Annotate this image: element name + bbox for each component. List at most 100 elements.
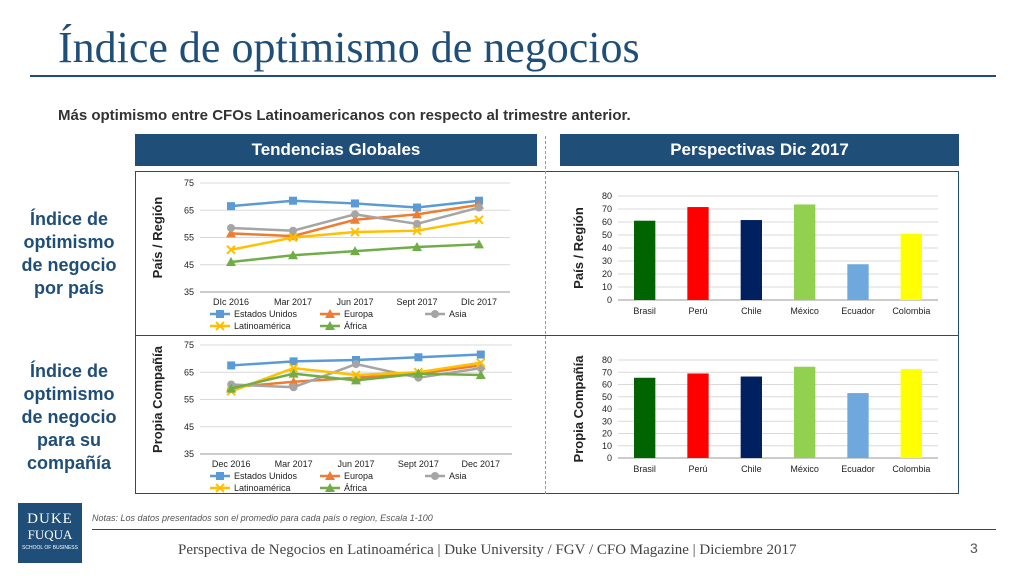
y-tick-label: 45 (184, 422, 194, 432)
y-axis-label: Propia Compañía (150, 345, 165, 453)
data-point (474, 215, 484, 225)
bar (687, 207, 709, 300)
bar (740, 376, 762, 458)
duke-fuqua-logo: DUKE FUQUA SCHOOL OF BUSINESS (18, 503, 82, 563)
page-title: Índice de optimismo de negocios (58, 23, 640, 72)
data-point (288, 376, 299, 386)
data-point (350, 246, 360, 256)
line-chart-country: País / Región 35 45 55 65 75 DIc 2016 Mar 2017 J… (150, 174, 540, 334)
legend-label: Latinoamérica (234, 321, 291, 331)
data-point (288, 368, 299, 378)
y-tick-label: 55 (184, 233, 194, 243)
data-point (289, 196, 297, 205)
bar (794, 366, 816, 458)
legend-marker (431, 472, 439, 480)
x-tick-label: Dec 2017 (462, 459, 501, 469)
legend-marker (215, 483, 225, 493)
legend-marker (216, 472, 224, 480)
legend-label: Estados Unidos (234, 471, 298, 481)
y-axis-label: País / Región (571, 207, 586, 289)
x-tick-label: Dec 2016 (212, 459, 251, 469)
y-tick-label: 75 (184, 340, 194, 350)
x-tick-label: Jun 2017 (336, 297, 373, 307)
bar (794, 204, 816, 300)
data-point (352, 360, 360, 369)
logo-line: DUKE (27, 511, 73, 527)
logo-line: SCHOOL OF BUSINESS (22, 545, 78, 551)
y-tick-label: 80 (602, 191, 612, 201)
x-tick-label: DIc 2016 (213, 297, 249, 307)
x-tick-label: México (790, 464, 819, 474)
bar (740, 220, 762, 300)
legend-label: Asia (449, 471, 467, 481)
legend-label: África (344, 321, 367, 331)
y-tick-label: 40 (602, 404, 612, 414)
bar (687, 373, 709, 458)
y-tick-label: 30 (602, 416, 612, 426)
data-point (413, 219, 421, 228)
y-tick-label: 45 (184, 260, 194, 270)
page-subtitle: Más optimismo entre CFOs Latinoamericano… (58, 107, 631, 124)
row-label-line: Índice de (29, 209, 109, 229)
data-point (226, 245, 236, 255)
y-tick-label: 35 (184, 449, 194, 459)
row-label-country: Índice de optimismo de negocio por país (10, 208, 128, 300)
bar (900, 369, 922, 458)
legend-marker (325, 321, 335, 330)
header-global-trends: Tendencias Globales (135, 134, 537, 166)
chart-svg: Propia Compañía 35 45 55 65 75 Dec 2016 Mar 201… (150, 340, 512, 493)
data-point (351, 210, 359, 219)
y-tick-label: 20 (602, 429, 612, 439)
data-point (289, 357, 298, 366)
legend-marker (431, 310, 439, 318)
data-point (227, 202, 235, 211)
legend-label: Asia (449, 309, 467, 319)
x-tick-label: Mar 2017 (274, 297, 312, 307)
data-point (475, 203, 483, 212)
legend-label: Estados Unidos (234, 309, 298, 319)
legend-marker (215, 321, 225, 331)
x-tick-label: México (790, 306, 819, 316)
bar-chart-country: País / Región 0 10 20 30 40 50 60 70 80 Brasil Perú… (565, 174, 955, 334)
y-tick-label: 10 (602, 441, 612, 451)
legend-marker (325, 309, 335, 318)
y-tick-label: 35 (184, 287, 194, 297)
data-point (289, 226, 297, 235)
title-divider (30, 75, 996, 77)
x-tick-label: Brasil (633, 306, 656, 316)
data-point (414, 353, 423, 362)
x-tick-label: Brasil (633, 464, 656, 474)
legend-label: África (344, 483, 367, 493)
bar (847, 393, 869, 458)
legend-label: Europa (344, 471, 373, 481)
x-tick-label: Sept 2017 (398, 459, 439, 469)
y-tick-label: 0 (607, 453, 612, 463)
data-point (352, 355, 360, 364)
data-point (289, 383, 298, 392)
footer-text: Perspectiva de Negocios en Latinoamérica… (178, 542, 797, 558)
bar (847, 264, 869, 300)
data-point (350, 227, 360, 237)
data-point (476, 364, 485, 373)
page-number: 3 (970, 540, 978, 556)
x-tick-label: Mar 2017 (275, 459, 313, 469)
data-point (413, 203, 421, 212)
y-tick-label: 30 (602, 256, 612, 266)
y-tick-label: 65 (184, 205, 194, 215)
chart-grid-row-divider (135, 335, 959, 336)
bar (634, 220, 656, 300)
row-label-line: de negocio (21, 407, 117, 427)
y-tick-label: 20 (602, 269, 612, 279)
y-tick-label: 65 (184, 367, 194, 377)
data-point (351, 375, 361, 385)
row-label-line: de negocio (21, 255, 117, 275)
footer-divider (92, 529, 996, 530)
data-point (226, 383, 237, 393)
chart-grid-frame (135, 171, 959, 494)
legend-label: Latinoamérica (234, 483, 291, 493)
y-tick-label: 60 (602, 217, 612, 227)
chart-svg: País / Región 35 45 55 65 75 DIc 2016 Mar 2017 J… (150, 178, 510, 331)
y-tick-label: 75 (184, 178, 194, 188)
x-tick-label: Jun 2017 (337, 459, 374, 469)
y-tick-label: 60 (602, 380, 612, 390)
